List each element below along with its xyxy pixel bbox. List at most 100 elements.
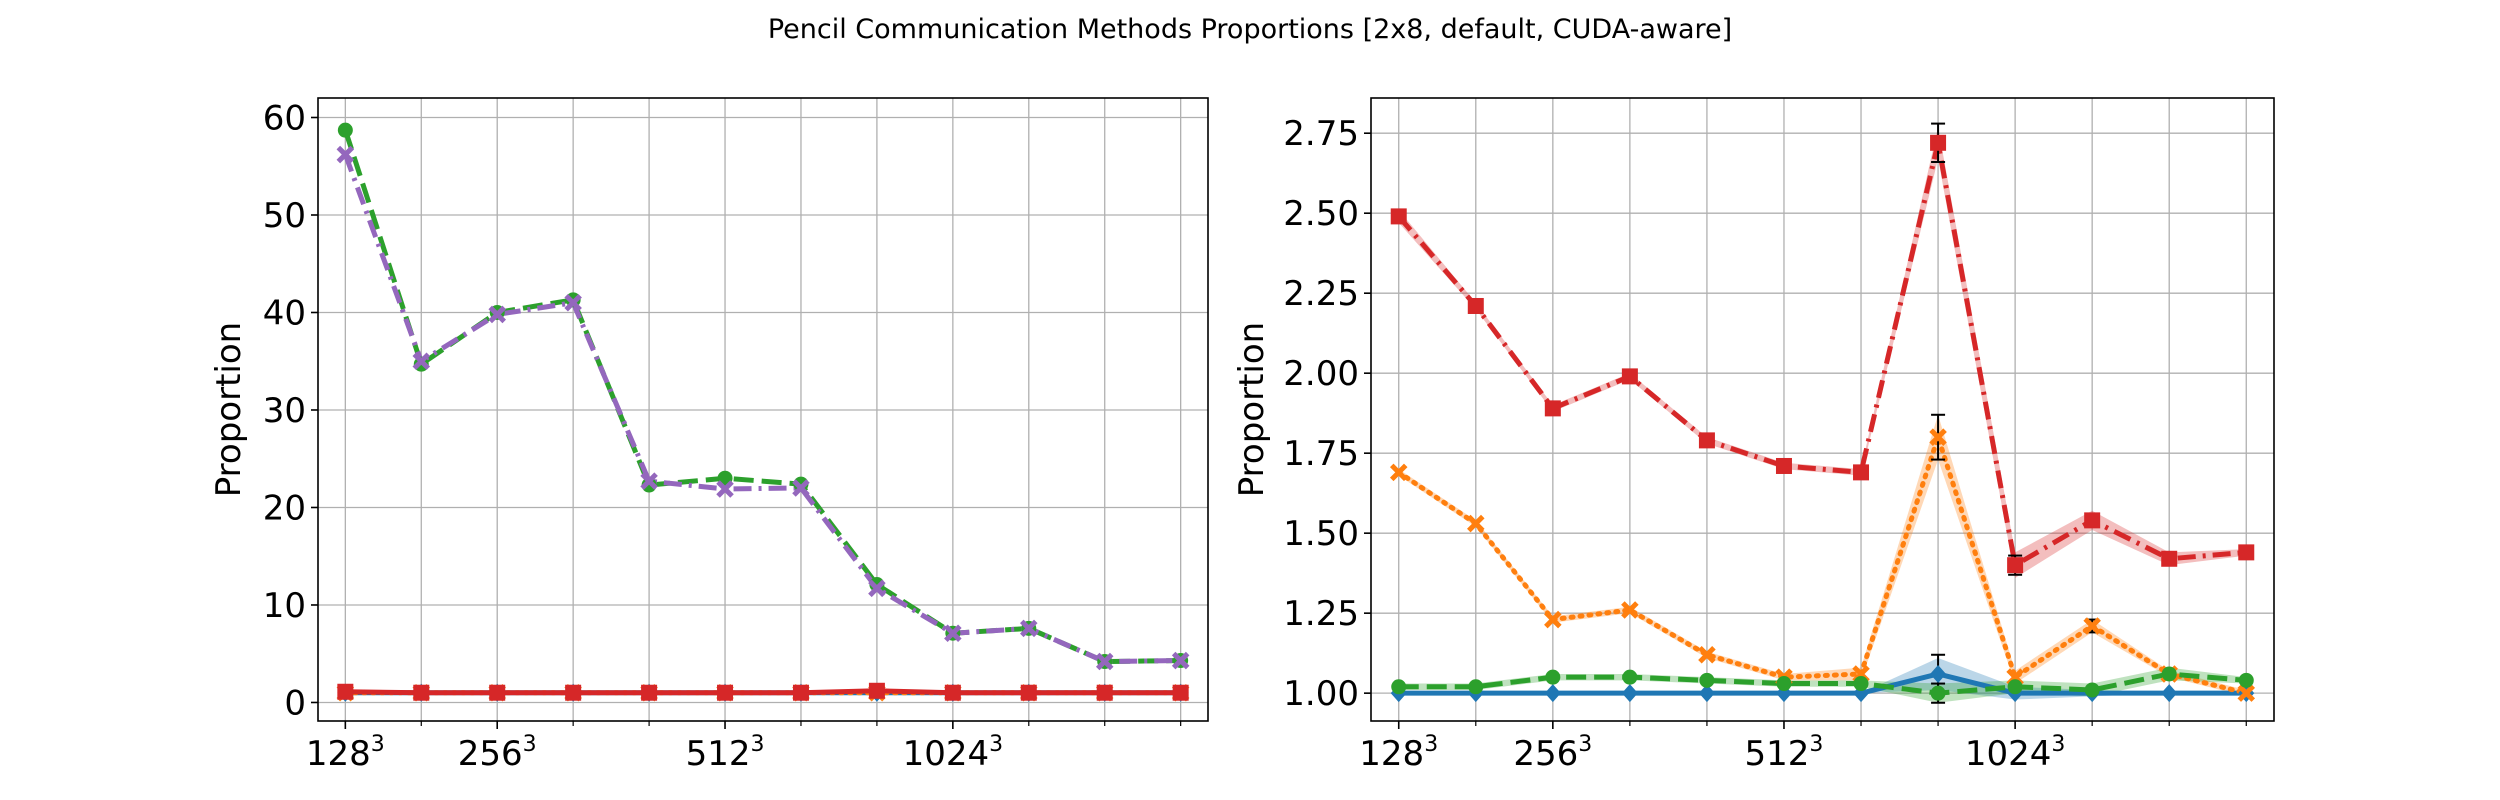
data-point	[2161, 666, 2177, 682]
data-point	[336, 145, 355, 164]
data-point	[868, 682, 885, 699]
data-point	[2161, 550, 2178, 567]
data-point	[2238, 544, 2255, 561]
x-tick-label: 2563	[458, 732, 537, 774]
data-point	[1775, 457, 1792, 474]
x-tick-label: 2563	[1513, 732, 1592, 774]
data-point	[717, 684, 734, 701]
series-line	[1396, 140, 2247, 568]
series-line	[342, 129, 1181, 665]
series-band	[1398, 414, 2247, 697]
x-tick-label: 10243	[1965, 732, 2066, 774]
series-line	[345, 688, 1181, 696]
y-tick-label: 30	[263, 391, 306, 431]
data-point	[564, 293, 582, 312]
data-point	[944, 624, 962, 643]
data-point	[716, 480, 734, 498]
plot-panel-1: 0 10 20 30 40 50 60 1283 2563 5123 10243 Proportion	[209, 97, 1209, 774]
data-point	[337, 122, 353, 138]
data-point	[1621, 601, 1639, 619]
data-point	[1698, 684, 1715, 703]
data-point	[1468, 679, 1484, 695]
data-point	[1622, 669, 1638, 685]
data-point	[792, 479, 810, 497]
y-tick-label: 2.75	[1283, 114, 1359, 154]
data-point	[413, 684, 430, 701]
data-point	[869, 577, 885, 593]
y-tick-label: 60	[263, 98, 306, 138]
series-line	[1398, 671, 2247, 696]
data-point	[1544, 684, 1561, 703]
data-point	[1545, 669, 1561, 685]
y-tick-label: 50	[263, 196, 306, 236]
data-point	[2161, 684, 2178, 703]
data-point	[1621, 684, 1638, 703]
data-point	[1096, 684, 1113, 701]
x-tick-label: 1283	[306, 732, 385, 774]
data-point	[412, 352, 431, 371]
data-point	[1853, 464, 1870, 481]
axes-frame	[1370, 97, 2275, 722]
data-point	[1776, 676, 1792, 692]
data-point	[1930, 685, 1946, 701]
y-tick-label: 1.75	[1283, 434, 1359, 474]
data-point	[1389, 463, 1408, 482]
data-point	[2238, 672, 2254, 688]
data-point	[2007, 557, 2024, 574]
data-point	[1391, 679, 1407, 695]
x-tick-label: 10243	[903, 732, 1004, 774]
data-point	[1020, 684, 1037, 701]
y-tick-label: 1.00	[1283, 674, 1359, 714]
data-point	[565, 684, 582, 701]
data-point	[792, 684, 809, 701]
y-tick-label: 2.00	[1283, 354, 1359, 394]
data-point	[1929, 428, 1947, 446]
data-point	[1172, 684, 1189, 701]
y-axis-label: Proportion	[1232, 322, 1272, 497]
data-point	[1699, 672, 1715, 688]
data-point	[1621, 368, 1638, 385]
data-point	[2083, 617, 2101, 635]
y-tick-label: 10	[263, 586, 306, 626]
data-point	[868, 579, 886, 598]
data-point	[2084, 512, 2101, 529]
data-point	[1698, 645, 1716, 664]
data-point	[1544, 610, 1562, 629]
x-tick-label: 5123	[686, 732, 765, 774]
data-point	[1171, 651, 1190, 670]
y-tick-label: 0	[284, 683, 306, 723]
y-tick-label: 20	[263, 488, 306, 528]
y-tick-label: 2.25	[1283, 274, 1359, 314]
data-point	[1390, 208, 1407, 225]
plot-panel-2: 1.00 1.25 1.50 1.75 2.00 2.25 2.50 2.75 1283 2563…	[1232, 97, 2275, 774]
data-point	[488, 305, 506, 324]
y-tick-label: 1.25	[1283, 594, 1359, 634]
data-point	[1930, 664, 1947, 683]
y-tick-label: 40	[263, 293, 306, 333]
y-axis-label: Proportion	[209, 322, 249, 497]
series-band	[1398, 126, 2247, 578]
data-point	[641, 477, 657, 493]
data-point	[1467, 297, 1484, 314]
series-line	[342, 153, 1181, 665]
data-point	[1020, 619, 1038, 638]
data-point	[489, 684, 506, 701]
y-tick-label: 2.50	[1283, 194, 1359, 234]
x-tick-label: 5123	[1745, 732, 1824, 774]
data-point	[2084, 682, 2100, 698]
figure-title: Pencil Communication Methods Proportions…	[767, 14, 1733, 45]
data-point	[1698, 432, 1715, 449]
data-point	[944, 684, 961, 701]
data-point	[1544, 400, 1561, 417]
series-line	[1396, 434, 2249, 696]
series-line	[1398, 671, 2247, 696]
data-point	[1930, 134, 1947, 151]
data-point	[1853, 676, 1869, 692]
data-point	[337, 683, 354, 700]
data-point	[793, 476, 809, 492]
data-point	[2007, 679, 2023, 695]
data-point	[2237, 684, 2256, 702]
x-tick-label: 1283	[1359, 732, 1438, 774]
